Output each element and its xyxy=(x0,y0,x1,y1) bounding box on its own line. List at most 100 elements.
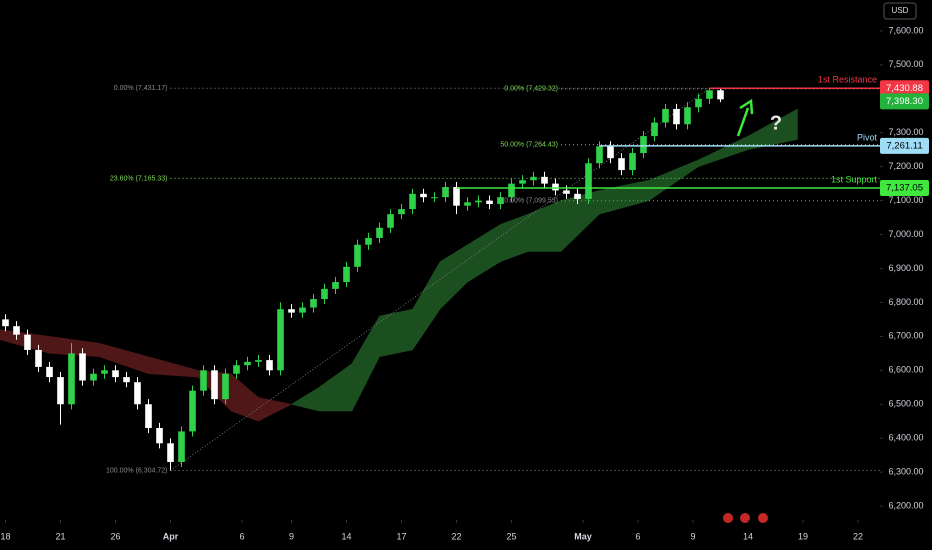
fib-label: 100.00% (6,304.72) xyxy=(106,467,168,474)
candle-body xyxy=(497,197,504,204)
candle-body xyxy=(420,193,427,198)
x-tick-label: 18 xyxy=(0,531,10,541)
candle-body xyxy=(706,90,713,99)
cloud-segment xyxy=(648,159,699,202)
y-tick-label: 6,700.00 xyxy=(888,331,923,341)
candle-body xyxy=(299,307,306,313)
candle-body xyxy=(2,319,9,327)
y-tick-label: 6,400.00 xyxy=(888,433,923,443)
candle-body xyxy=(178,431,185,462)
cloud-segment xyxy=(351,315,380,412)
level-name: 1st Support xyxy=(831,174,878,184)
candle-body xyxy=(508,183,515,198)
fib-label: 0.00% (7,429.32) xyxy=(504,86,558,93)
cloud-segment xyxy=(560,190,600,253)
y-tick-label: 6,900.00 xyxy=(888,263,923,273)
candle-body xyxy=(398,209,405,215)
y-tick-label: 7,600.00 xyxy=(888,25,923,35)
candle-body xyxy=(68,353,75,405)
level-name: 1st Resistance xyxy=(818,75,877,85)
price-tag xyxy=(880,137,929,154)
fib-label: 0.00% (7,099.53) xyxy=(504,198,558,205)
cloud-segment xyxy=(500,213,529,263)
candle-body xyxy=(211,370,218,400)
y-tick-label: 7,000.00 xyxy=(888,229,923,239)
candle-body xyxy=(101,370,108,374)
y-tick-label: 7,500.00 xyxy=(888,59,923,69)
candle-body xyxy=(442,187,449,198)
candle-body xyxy=(332,282,339,289)
candle-body xyxy=(79,353,86,381)
candle-body xyxy=(266,360,273,371)
cloud-segment xyxy=(258,397,293,422)
candle-body xyxy=(156,428,163,444)
x-tick-label: 26 xyxy=(110,531,120,541)
candle-body xyxy=(134,382,141,405)
x-tick-label: 14 xyxy=(341,531,351,541)
last-price-tag xyxy=(880,93,929,110)
y-tick-label: 7,300.00 xyxy=(888,127,923,137)
candle-body xyxy=(662,108,669,123)
candle-body xyxy=(244,361,251,366)
x-tick-label: 21 xyxy=(55,531,65,541)
candle-body xyxy=(640,136,647,154)
x-tick-label: May xyxy=(574,531,592,541)
fib-label: 23.60% (7,165.33) xyxy=(110,175,168,182)
currency-box[interactable] xyxy=(883,2,917,20)
price-tag xyxy=(880,80,929,97)
candle-body xyxy=(343,266,350,283)
candle-body xyxy=(563,190,570,194)
x-tick-label: 6 xyxy=(239,531,244,541)
x-tick-label: 22 xyxy=(451,531,461,541)
y-tick-label: 6,200.00 xyxy=(888,500,923,510)
y-tick-label: 7,100.00 xyxy=(888,195,923,205)
candle-body xyxy=(90,373,97,381)
candle-body xyxy=(695,98,702,108)
candle-body xyxy=(112,370,119,378)
plot: 0.00% (7,431.17) 23.60% (7,165.33) 100.00%… xyxy=(0,85,880,474)
candle-body xyxy=(24,334,31,350)
candle-body xyxy=(167,443,174,462)
candle-body xyxy=(409,193,416,210)
fib-trendline xyxy=(170,87,710,471)
candle-body xyxy=(431,197,438,199)
y-tick-label: 7,200.00 xyxy=(888,161,923,171)
cloud-segment xyxy=(148,356,199,378)
candle-body xyxy=(519,180,526,184)
fib-label: 50.00% (7,264.43) xyxy=(500,142,558,149)
candle-body xyxy=(13,326,20,335)
cloud-segment xyxy=(379,308,413,358)
candle-body xyxy=(376,227,383,238)
level-name: Pivot xyxy=(857,132,878,142)
cloud-segment xyxy=(290,386,320,412)
question-mark: ? xyxy=(770,112,782,134)
candle-body xyxy=(552,183,559,191)
cloud-segment xyxy=(599,179,650,215)
x-tick-label: 6 xyxy=(635,531,640,541)
x-tick-label: 22 xyxy=(853,531,863,541)
candle-body xyxy=(233,365,240,374)
y-tick-label: 6,800.00 xyxy=(888,297,923,307)
x-tick-label: 9 xyxy=(690,531,695,541)
arrow xyxy=(736,98,754,137)
cloud-segment xyxy=(412,260,441,351)
price-tag-label: 7,261.11 xyxy=(886,140,922,151)
candle-body xyxy=(288,309,295,313)
candle-body xyxy=(35,349,42,367)
candle-body xyxy=(596,146,603,164)
x-tick-label: 25 xyxy=(506,531,516,541)
candle-body xyxy=(717,90,724,100)
cloud-segment xyxy=(698,135,749,168)
candle-body xyxy=(310,299,317,308)
price-tag-label: 7,430.88 xyxy=(886,83,923,94)
candle-body xyxy=(585,163,592,199)
candle-body xyxy=(574,193,581,199)
cloud-segment xyxy=(318,363,353,412)
candle-body xyxy=(365,237,372,245)
candle-body xyxy=(189,390,196,432)
candle-body xyxy=(541,176,548,184)
event-icons[interactable] xyxy=(723,513,768,523)
candle-body xyxy=(618,158,625,171)
fib-label: 0.00% (7,431.17) xyxy=(114,85,168,92)
candle-body xyxy=(321,288,328,300)
